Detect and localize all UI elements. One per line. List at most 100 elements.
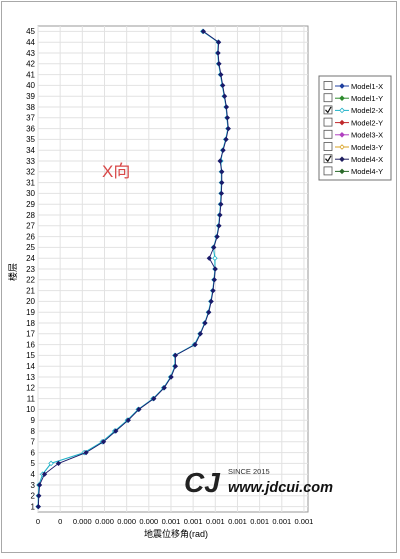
legend-label: Model2-Y [351,118,383,127]
y-tick-label: 29 [26,200,35,209]
annotation-label: X向 [102,162,130,181]
legend-marker [339,168,345,175]
x-tick-label: 0.001 [272,517,291,526]
y-axis-label: 楼层 [7,263,18,281]
data-point [218,71,224,78]
y-tick-label: 15 [26,351,35,360]
y-tick-label: 32 [26,168,35,177]
data-point [48,460,54,467]
data-point [220,82,226,89]
data-point [113,428,119,434]
data-point [197,331,203,337]
y-tick-label: 12 [26,384,35,393]
x-tick-label: 0 [36,517,40,526]
legend-checkbox[interactable] [323,93,333,103]
data-point [151,395,157,402]
data-point [168,374,174,380]
watermark-site: www.jdcui.com [228,480,333,496]
y-tick-label: 31 [26,178,35,187]
legend-checkbox[interactable] [323,117,333,127]
y-tick-label: 19 [26,308,35,317]
data-point [217,158,223,164]
y-tick-label: 14 [26,362,35,371]
y-tick-label: 1 [31,502,36,511]
y-tick-label: 36 [26,124,35,133]
legend-marker [339,119,345,126]
legend-checkbox[interactable] [323,142,333,151]
data-point [136,406,142,413]
data-point [211,244,217,251]
x-tick-label: 0.001 [206,517,225,526]
legend-label: Model4-X [351,155,383,164]
y-tick-label: 13 [26,373,35,382]
data-point [216,223,222,229]
data-point [211,277,217,283]
y-tick-label: 11 [27,394,36,403]
legend-marker [339,144,345,150]
y-tick-label: 23 [26,265,35,274]
y-tick-label: 22 [26,276,35,285]
y-tick-label: 6 [31,448,36,457]
y-tick-label: 2 [31,492,36,501]
chart-window: 1 2 3 4 5 6 7 8 9 10 11 12 13 14 15 16 17 18 19 20 21 22 23 24 2… [1,1,397,553]
y-tick-label: 18 [26,319,35,328]
legend-marker [339,95,345,101]
legend-marker [339,132,345,138]
y-tick-label: 40 [26,81,35,90]
y-tick-label: 3 [31,481,36,490]
legend-box [318,75,392,181]
y-tick-label: 7 [31,438,36,447]
data-point [214,233,220,240]
data-point [212,266,218,272]
data-point [216,61,222,67]
x-tick-label: 0.000 [139,517,158,526]
legend-label: Model1-Y [351,94,383,103]
x-tick-label: 0.000 [73,517,92,526]
y-tick-label: 38 [26,103,35,112]
data-point [219,169,225,175]
y-tick-label: 43 [26,49,35,58]
y-tick-label: 28 [26,211,35,220]
x-tick-label: 0.001 [295,517,314,526]
y-tick-label: 25 [26,243,35,252]
legend-checkbox[interactable] [323,154,333,164]
data-point [218,201,224,207]
legend-marker [339,156,345,162]
y-tick-label: 8 [31,427,36,436]
x-tick-label: 0.001 [250,517,269,526]
y-tick-label: 4 [31,470,36,479]
y-tick-label: 35 [26,135,35,144]
data-point [202,320,208,326]
y-tick-label: 20 [26,297,35,306]
legend-checkbox[interactable] [323,166,333,176]
legend-label: Model1-X [351,82,383,91]
legend-checkbox[interactable] [323,129,333,139]
legend-marker [339,107,345,114]
data-point [83,449,89,456]
data-point [221,93,228,99]
data-point [212,255,218,261]
y-tick-label: 26 [26,232,35,241]
x-tick-label: 0 [58,517,62,526]
x-tick-label: 0.001 [184,517,203,526]
y-tick-label: 16 [26,340,35,349]
x-axis-label: 地震位移角(rad) [144,528,208,539]
legend-checkbox[interactable] [323,81,333,90]
check-mark-icon [325,155,332,163]
legend-checkbox[interactable] [323,105,333,115]
x-tick-labels: 0 0 0.000 0.000 0.000 0.000 0.001 0.001 0.001 0.0… [36,517,313,526]
data-point [223,136,229,143]
x-tick-label: 0.001 [228,517,247,526]
grid-lines [37,26,308,512]
data-point [35,503,41,510]
check-mark-icon [325,106,332,114]
series-layer [35,28,231,510]
y-tick-label: 37 [26,114,35,123]
y-tick-label: 34 [26,146,35,155]
x-tick-label: 0.000 [117,517,136,526]
y-tick-label: 33 [26,157,35,166]
y-tick-label: 9 [31,416,36,425]
legend: Model1-X Model1-Y Model2-X Model2-Y Model3-X… [318,75,392,181]
data-point [161,385,167,391]
y-tick-label: 45 [26,27,35,36]
